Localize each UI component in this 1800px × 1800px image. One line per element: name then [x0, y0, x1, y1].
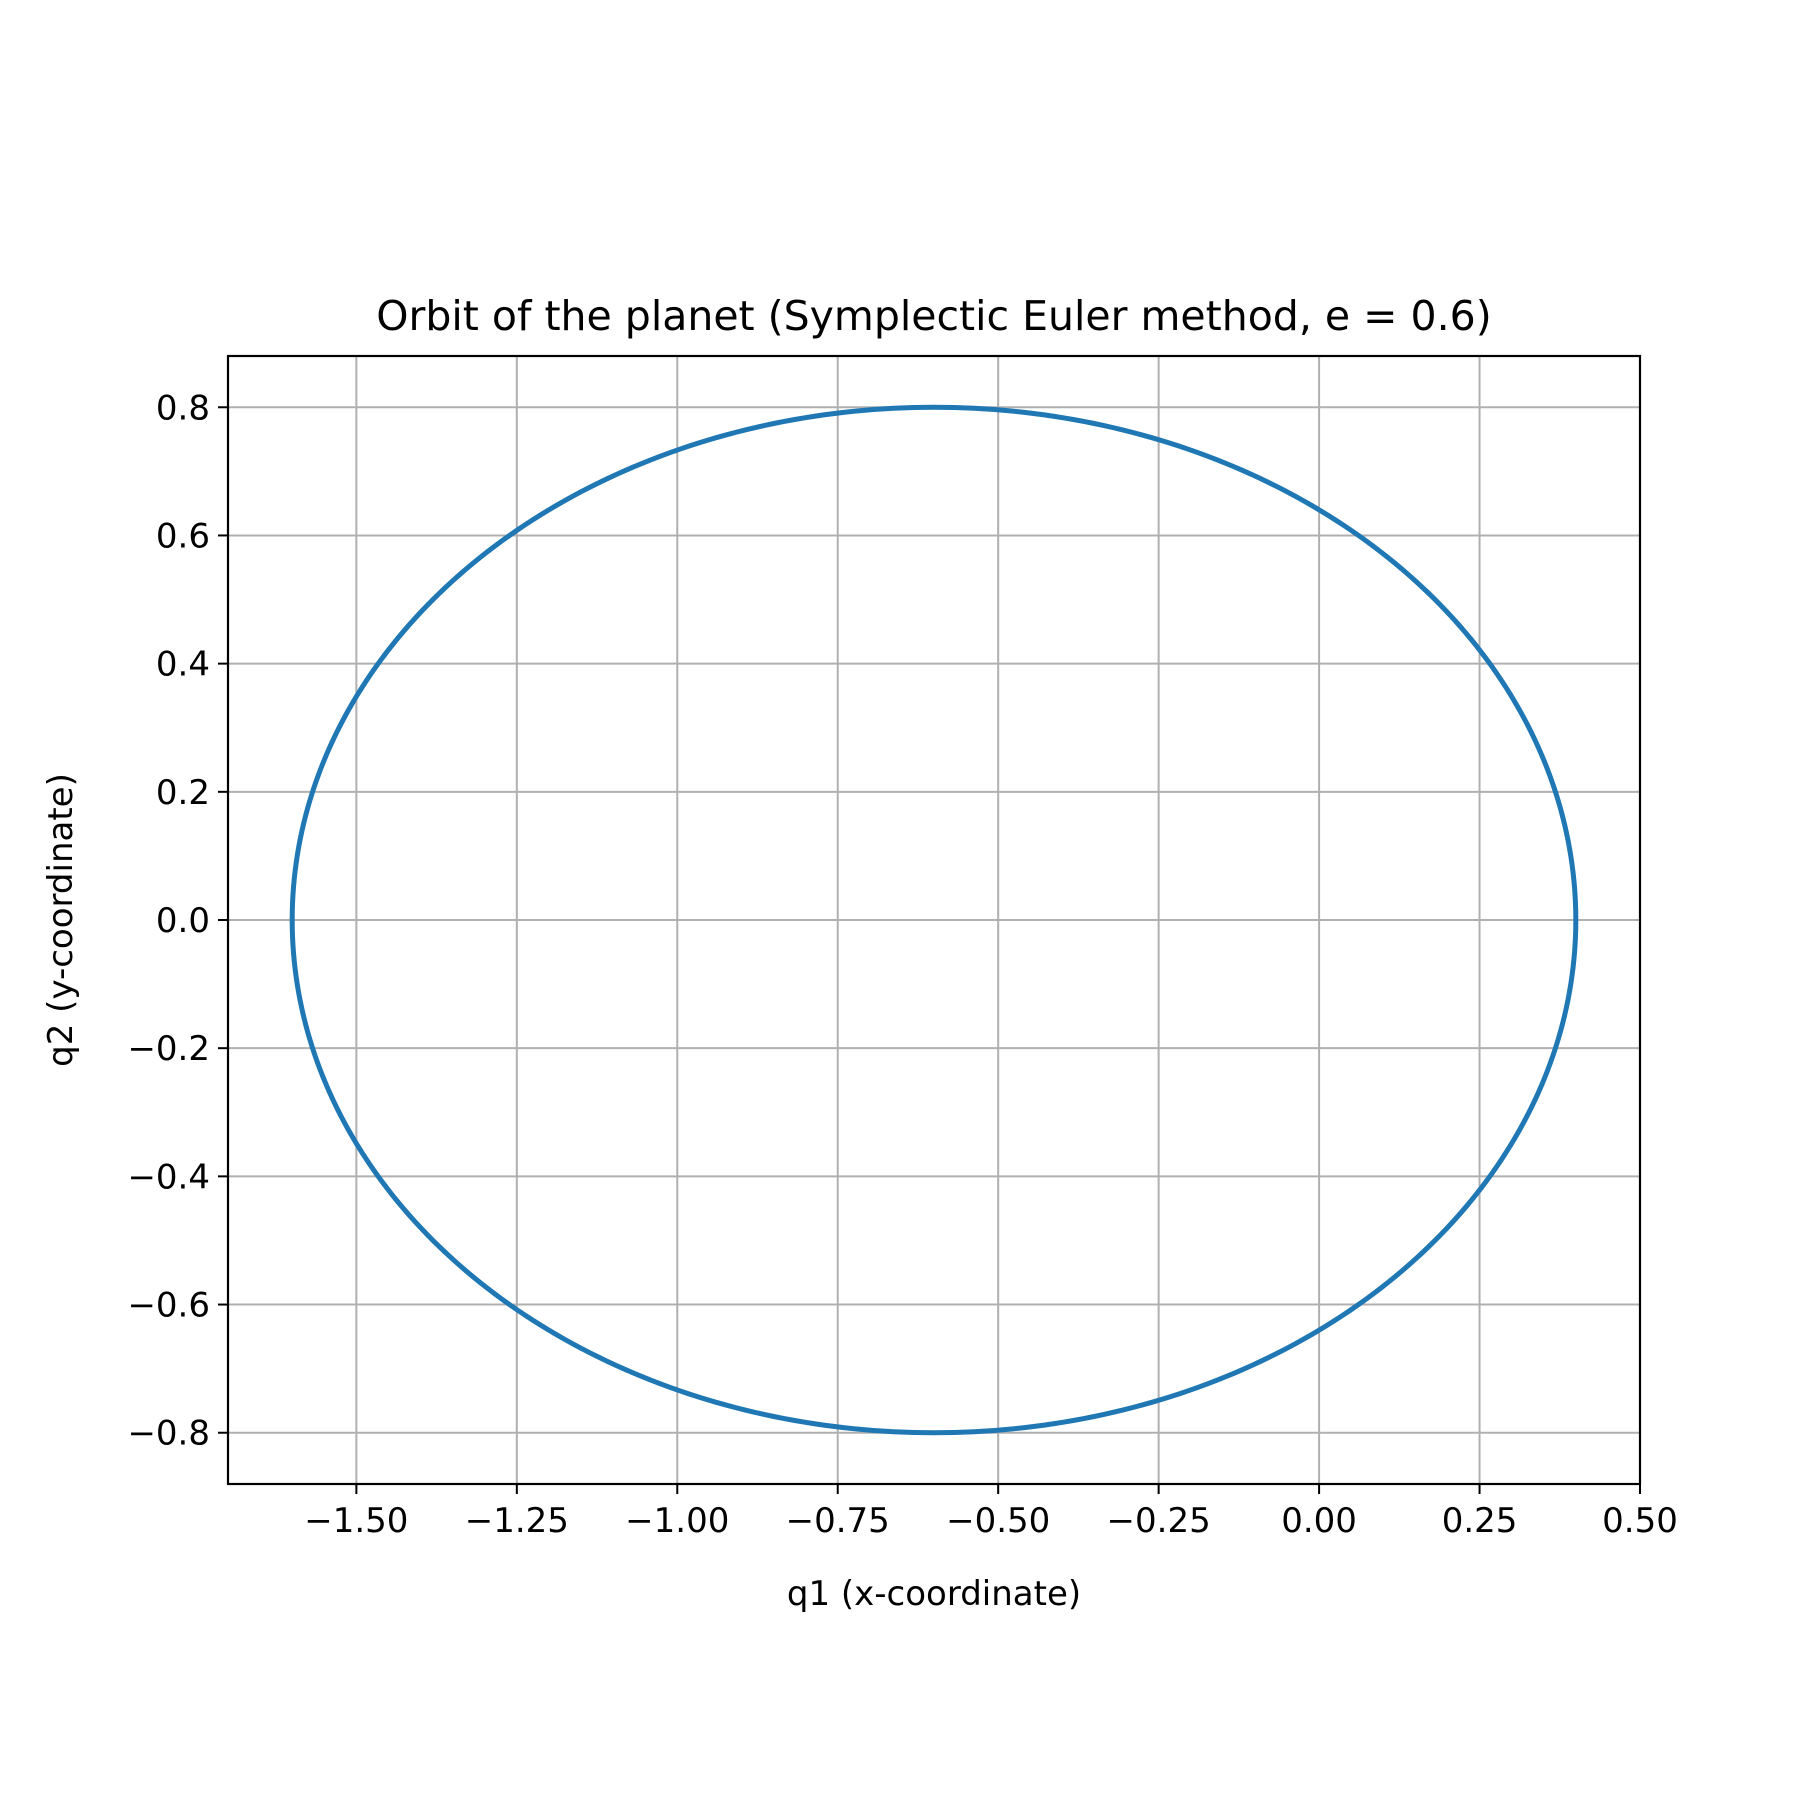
series-layer — [289, 404, 1579, 1436]
y-tick-label: 0.6 — [156, 516, 210, 556]
grid — [228, 356, 1641, 1484]
y-tick-label: −0.6 — [127, 1286, 210, 1326]
chart-title: Orbit of the planet (Symplectic Euler me… — [376, 292, 1491, 340]
y-tick-label: 0.2 — [156, 773, 210, 813]
x-tick-label: 0.50 — [1602, 1501, 1678, 1541]
x-tick-label: −1.00 — [625, 1501, 729, 1541]
y-tick-label: −0.2 — [127, 1029, 210, 1069]
orbit-line — [289, 404, 1579, 1436]
y-tick-label: 0.4 — [156, 645, 210, 685]
y-tick-label: 0.8 — [156, 388, 210, 428]
x-tick-label: −0.75 — [786, 1501, 890, 1541]
x-tick-label: 0.25 — [1442, 1501, 1518, 1541]
x-tick-label: −1.25 — [465, 1501, 569, 1541]
y-tick-label: −0.8 — [127, 1414, 210, 1454]
x-tick-label: −0.50 — [946, 1501, 1050, 1541]
x-tick-label: −1.50 — [304, 1501, 408, 1541]
y-tick-label: −0.4 — [127, 1157, 210, 1197]
y-axis-label: q2 (y-coordinate) — [41, 773, 81, 1067]
x-axis-label: q1 (x-coordinate) — [787, 1574, 1081, 1614]
x-tick-label: 0.00 — [1281, 1501, 1357, 1541]
y-tick-label: 0.0 — [156, 901, 210, 941]
ticks: −1.50 −1.25 −1.00 −0.75 −0.50 −0.25 0.00 0.25 0.… — [127, 388, 1677, 1541]
x-tick-label: −0.25 — [1107, 1501, 1211, 1541]
